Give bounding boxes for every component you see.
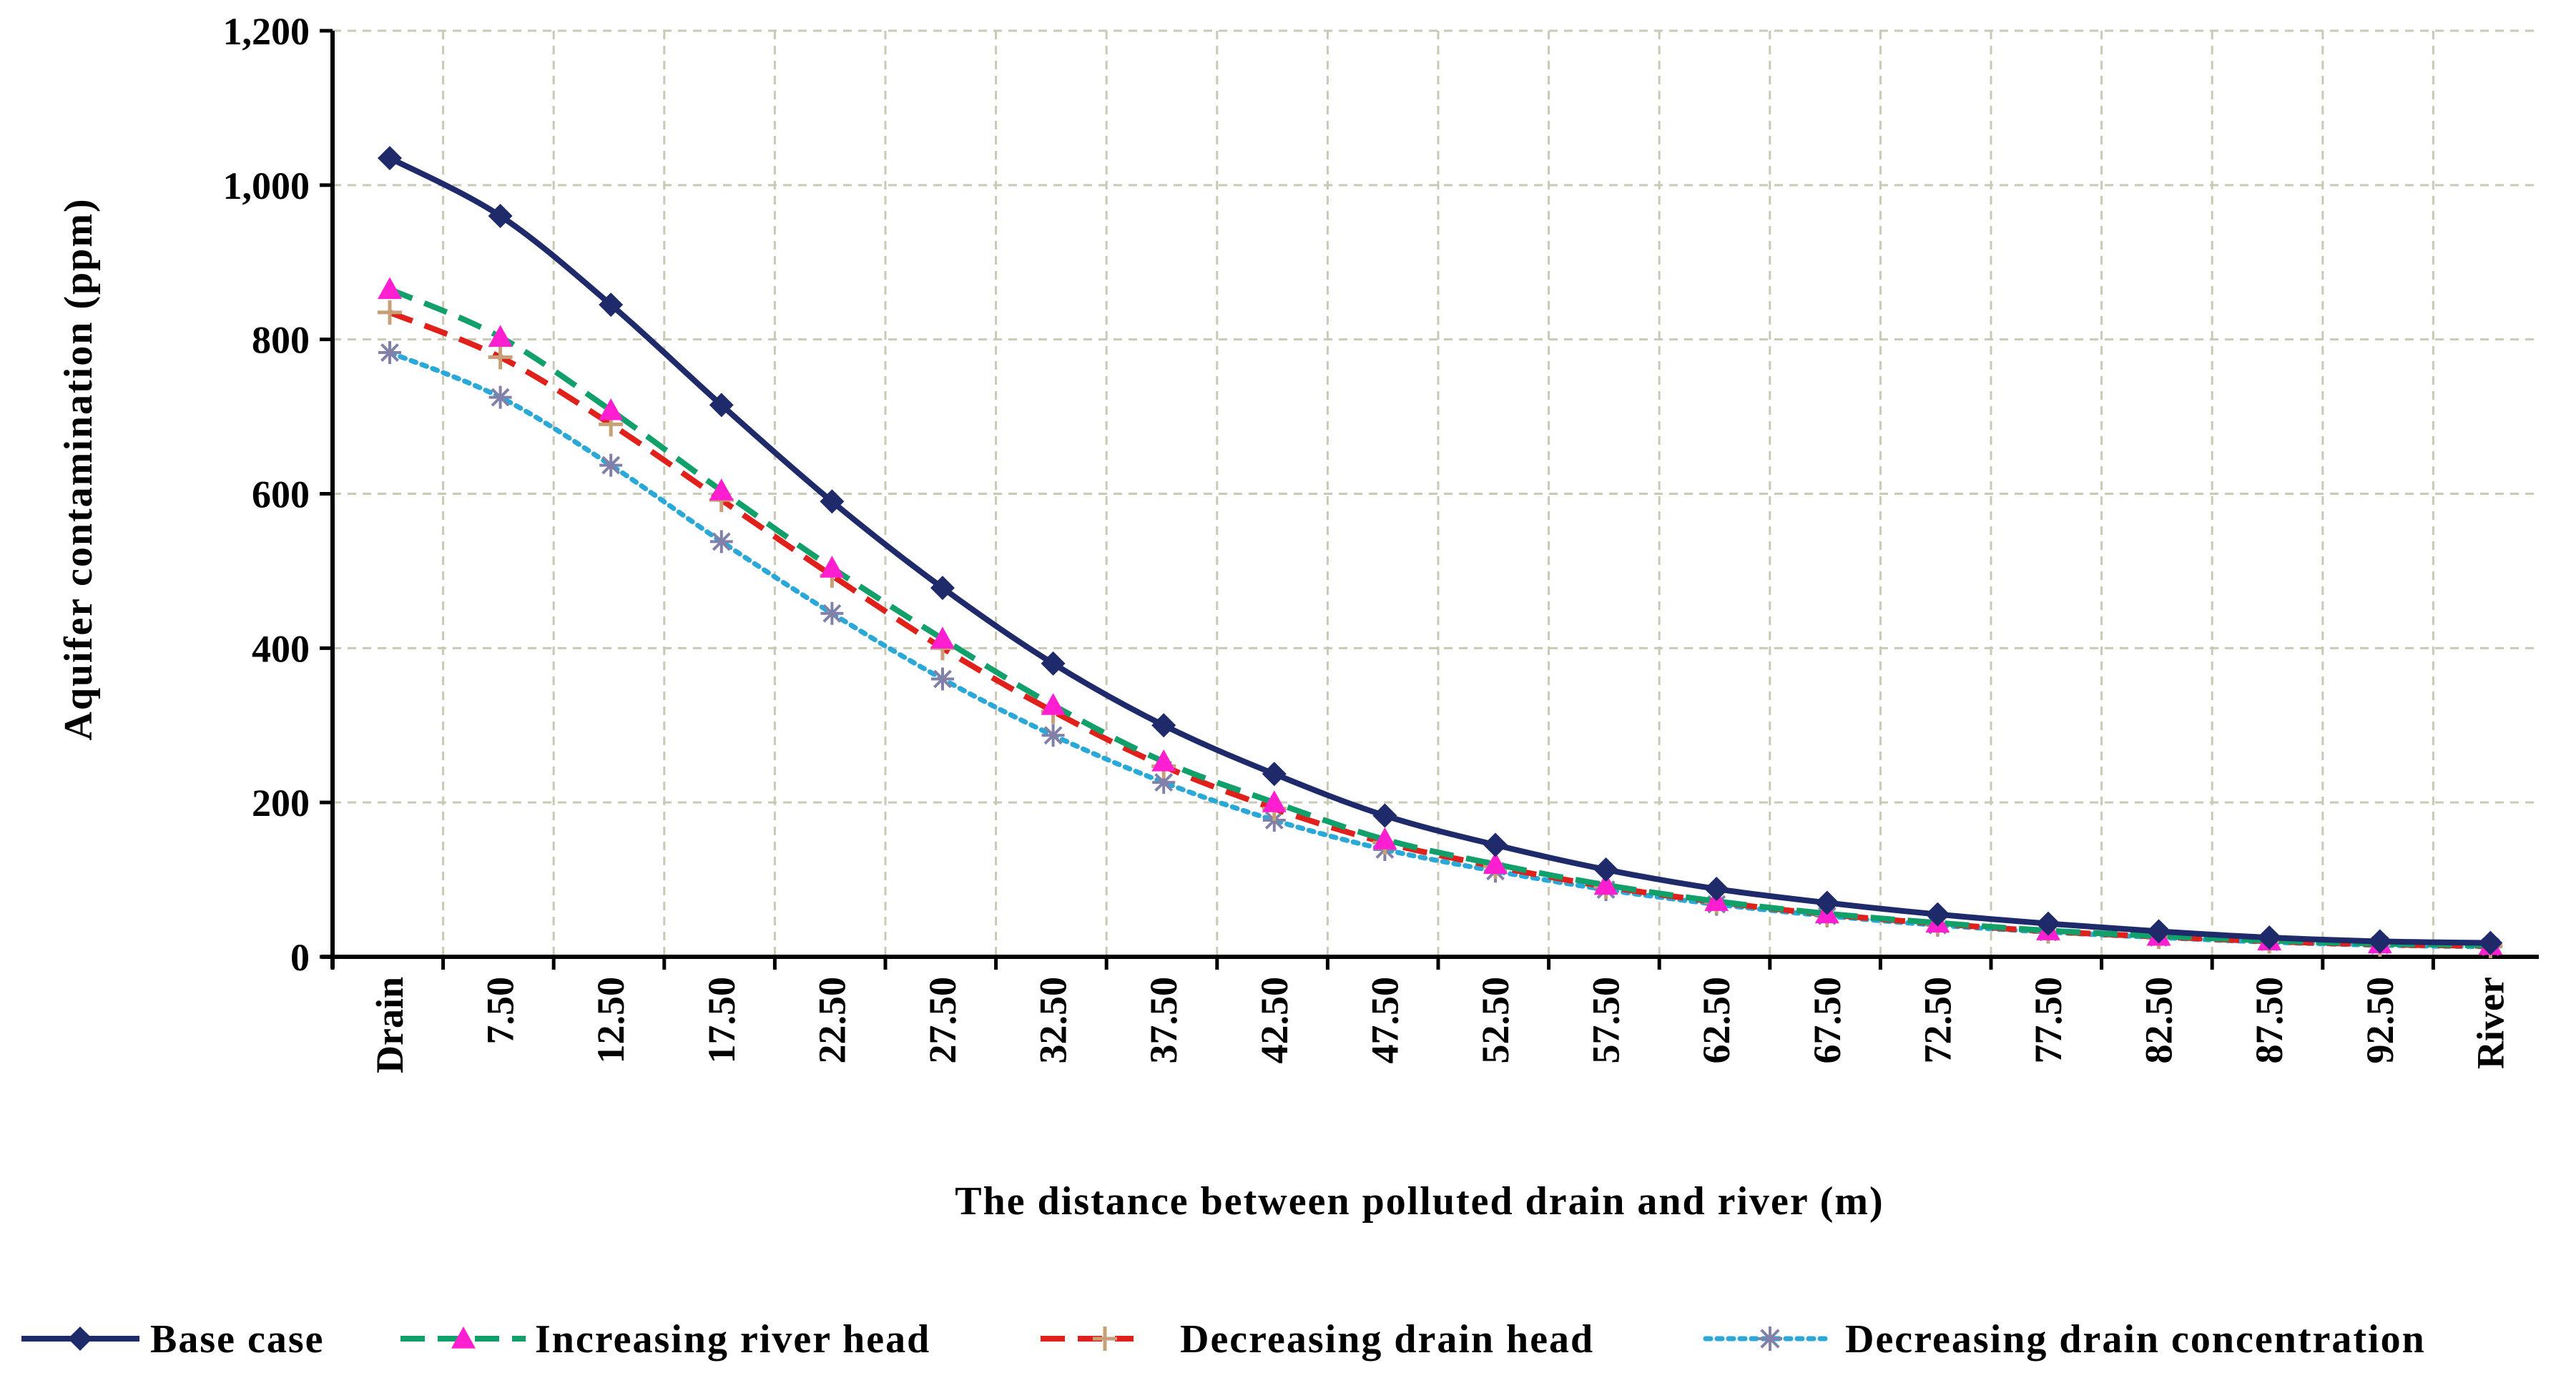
y-tick-label: 400: [252, 627, 310, 670]
data-point: [1814, 890, 1839, 915]
legend-marker: [68, 1327, 92, 1351]
x-tick-label: 67.50: [1806, 977, 1849, 1064]
data-point: [820, 556, 845, 578]
x-tick-label: 32.50: [1032, 977, 1075, 1064]
data-point: [820, 601, 844, 625]
data-point: [378, 300, 402, 325]
x-tick-label: 87.50: [2248, 977, 2291, 1064]
y-tick-label: 1,200: [223, 10, 310, 53]
y-axis-title: Aquifer contamination (ppm): [56, 197, 101, 740]
data-point: [2146, 919, 2171, 944]
x-tick-label: Drain: [368, 977, 411, 1073]
data-point: [1704, 877, 1729, 902]
x-tick-label: 17.50: [700, 977, 743, 1064]
x-tick-label: 7.50: [479, 977, 522, 1045]
data-point: [1041, 693, 1066, 715]
y-tick-label: 800: [252, 319, 310, 362]
data-point: [488, 325, 513, 348]
x-axis-title: The distance between polluted drain and …: [955, 1179, 1884, 1224]
data-point: [709, 478, 734, 501]
data-point: [378, 341, 401, 365]
x-tick-label: 22.50: [810, 977, 853, 1064]
gridlines: [333, 29, 2539, 957]
data-point: [1925, 902, 1950, 927]
series-line: [388, 155, 2491, 946]
x-tick-label: 72.50: [1916, 977, 1959, 1064]
x-tick-label: 37.50: [1142, 977, 1185, 1064]
series-4: [378, 341, 2502, 958]
x-tick-label: 77.50: [2027, 977, 2070, 1064]
data-point: [1372, 803, 1397, 828]
data-point: [1593, 857, 1618, 882]
data-point: [599, 292, 624, 318]
legend-marker: [1093, 1327, 1117, 1351]
series-layer: [378, 146, 2503, 958]
y-tick-label: 600: [252, 473, 310, 516]
x-axis-ticks: Drain 7.50 12.50 17.50 22.50 27.50 32.50 37.50 4…: [330, 957, 2512, 1073]
data-point: [2367, 929, 2392, 954]
data-point: [488, 385, 512, 409]
data-point: [1593, 872, 1618, 895]
y-tick-label: 0: [290, 936, 310, 979]
x-tick-label: 57.50: [1585, 977, 1628, 1064]
data-point: [599, 398, 624, 420]
data-point: [1372, 827, 1397, 850]
x-tick-label: 52.50: [1474, 977, 1517, 1064]
x-tick-label: 47.50: [1363, 977, 1406, 1064]
data-point: [820, 489, 845, 514]
legend: Base case Increasing river head Decreasing…: [21, 1317, 2426, 1362]
data-point: [1151, 713, 1176, 738]
x-tick-label: 62.50: [1695, 977, 1738, 1064]
legend-item-4: Decreasing drain concentration: [1703, 1317, 2426, 1362]
x-tick-label: 27.50: [921, 977, 964, 1064]
legend-label: Decreasing drain head: [1180, 1317, 1594, 1362]
data-point: [2478, 930, 2503, 955]
legend-label: Base case: [150, 1317, 325, 1362]
data-point: [709, 530, 733, 553]
data-point: [930, 576, 955, 601]
data-point: [378, 277, 402, 300]
data-point: [378, 146, 402, 171]
data-point: [2036, 911, 2060, 936]
x-tick-label: 92.50: [2359, 977, 2402, 1064]
y-tick-label: 1,000: [223, 164, 310, 207]
x-tick-label: 82.50: [2138, 977, 2181, 1064]
data-point: [1041, 724, 1065, 747]
legend-item-2: Increasing river head: [400, 1317, 930, 1362]
axes: [321, 31, 2539, 968]
data-point: [1262, 790, 1287, 812]
data-point: [488, 345, 513, 370]
data-point: [1151, 749, 1176, 772]
legend-label: Increasing river head: [535, 1317, 930, 1362]
data-point: [1041, 651, 1066, 676]
legend-item-3: Decreasing drain head: [1041, 1317, 1594, 1362]
y-axis-ticks: 0 200 400 600 800 1,000 1,200: [223, 10, 333, 979]
data-point: [488, 204, 513, 228]
series-3: [378, 300, 2503, 958]
legend-marker: [451, 1327, 476, 1349]
legend-label: Decreasing drain concentration: [1845, 1317, 2426, 1362]
data-point: [1483, 852, 1508, 875]
legend-marker: [1758, 1327, 1782, 1351]
data-point: [709, 393, 734, 418]
data-point: [599, 453, 623, 477]
data-point: [1483, 832, 1508, 857]
data-point: [2257, 925, 2282, 950]
data-point: [931, 667, 954, 691]
x-tick-label: 42.50: [1253, 977, 1296, 1064]
y-tick-label: 200: [252, 782, 310, 825]
data-point: [1262, 762, 1287, 787]
x-tick-label: River: [2469, 977, 2512, 1069]
legend-item-1: Base case: [21, 1317, 325, 1362]
data-point: [930, 626, 955, 649]
series-1: [378, 146, 2503, 955]
x-tick-label: 12.50: [589, 977, 632, 1064]
